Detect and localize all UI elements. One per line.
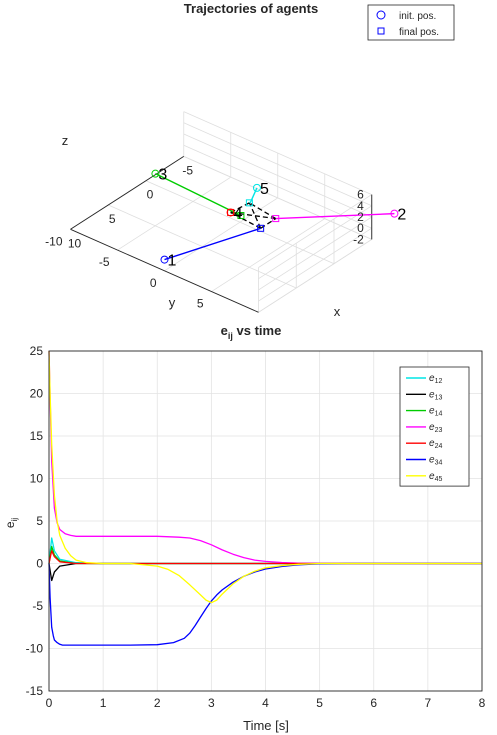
y-axis-line [70,228,259,313]
grid-line [258,205,372,280]
x-tick-label: 2 [154,696,161,710]
grid-line [183,133,372,218]
legend-3d: init. pos. final pos. [367,4,455,41]
init-marker-agent-2 [390,209,399,218]
grid-line [164,197,278,272]
y-tick-label: 15 [30,429,44,443]
x-tick-label: 1 [100,696,107,710]
y-tick-label: 5 [197,297,204,311]
legend-label-e14: e14 [429,406,442,418]
legend-label-e45: e45 [429,471,442,483]
z-tick-label: 2 [357,210,364,224]
y-tick-label: 10 [237,317,251,320]
x-tick-label: 6 [370,696,377,710]
axis-label-x: x [334,304,341,319]
y-tick-label: -5 [32,599,43,613]
y-tick-label: -15 [26,684,44,698]
init-marker-agent-3 [151,169,160,178]
grid-3d [70,111,373,313]
grid-line [258,239,372,313]
x-tick-label: 0 [46,696,53,710]
trajectory-agent-1 [164,227,261,261]
axis-label-eij: eij [3,518,19,528]
y-tick-label: -5 [99,255,110,269]
error-vs-time-plot: eij vs time 0 1 2 3 4 5 6 7 8-15-10-50510152025 … [3,323,486,733]
x-axis-line [70,156,184,230]
formation-edge [249,202,277,220]
grid-line [183,122,372,207]
y-tick-label: 25 [30,344,44,358]
x-tick-label: 0 [147,188,154,202]
grid-line [258,216,372,291]
legend-label-e12: e12 [429,373,442,385]
x-tick-label: 5 [316,696,323,710]
grid-line [258,194,372,268]
final-marker-agent-1 [257,224,265,232]
x-tick-label: 5 [109,212,116,226]
final-marker-agent-2 [272,215,280,223]
x-tick-label: -5 [182,163,193,177]
legend-final-marker [377,27,385,35]
error-title: eij vs time [221,323,282,341]
z-tick-label: 0 [357,221,364,235]
grid-line [211,218,325,292]
legend-init-marker [376,10,386,20]
plot-frame [48,350,483,692]
x-tick-label: 8 [479,696,486,710]
series-line-e34 [48,562,482,646]
y-tick-label: 10 [30,472,44,486]
z-tick-label: -2 [353,232,364,246]
legend-error: e12 e13 e14 e23 e24 e34 e45 [399,366,470,487]
z-tick-label: 6 [357,188,364,202]
legend-label-e34: e34 [429,455,442,467]
series-line-e24 [48,550,482,565]
y-tick-label: 5 [36,514,43,528]
y-tick-label: 0 [150,276,157,290]
grid-line [117,176,231,251]
trajectories-title: Trajectories of agents [184,1,318,16]
legend-label-e23: e23 [429,422,442,434]
trajectory-agent-5 [249,187,258,204]
axis-label-time: Time [s] [243,718,289,733]
series-line-e45 [48,350,482,604]
y-tick-label: 0 [36,557,43,571]
final-marker-agent-4 [227,208,235,216]
init-marker-agent-5 [252,183,261,192]
final-marker-agent-3 [237,212,245,220]
x-tick-label: 10 [68,236,82,250]
axis-label-z: z [62,133,69,148]
grid-line [183,111,372,195]
formation-edge [260,218,277,229]
x-tick-label: 3 [208,696,215,710]
agent-label-3: 3 [158,167,167,184]
formation-edge [248,202,262,229]
formation-edge [230,211,261,229]
grid-line [258,227,372,302]
y-tick-label: 20 [30,387,44,401]
agent-label-1: 1 [168,253,177,270]
legend-final-label: final pos. [399,27,439,38]
y-tick-label: -10 [26,642,44,656]
agent-label-4: 4 [234,205,243,222]
x-tick-label: 4 [262,696,269,710]
axis-label-y: y [169,295,176,310]
z-tick-label: 4 [357,199,364,213]
agent-label-5: 5 [260,181,269,198]
x-tick-label: 7 [425,696,432,710]
y-tick-label: -10 [45,234,63,248]
init-marker-agent-1 [160,255,169,264]
legend-init-label: init. pos. [399,11,436,22]
agent-label-2: 2 [397,207,406,224]
legend-label-e13: e13 [429,389,442,401]
final-marker-agent-5 [245,199,253,207]
legend-label-e24: e24 [429,438,442,450]
trajectory-agent-2 [275,212,395,220]
